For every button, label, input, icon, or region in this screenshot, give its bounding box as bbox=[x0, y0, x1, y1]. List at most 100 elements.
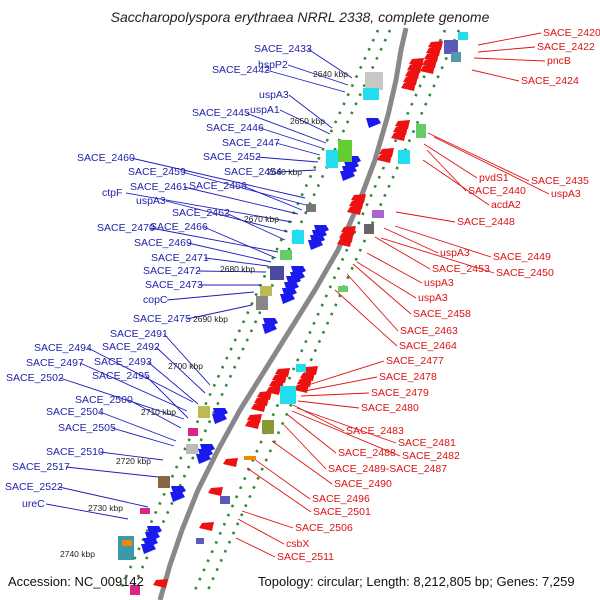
map-title: Saccharopolyspora erythraea NRRL 2338, c… bbox=[110, 9, 490, 25]
kbp-tick-label: 2700 kbp bbox=[168, 361, 203, 371]
reverse-gene-label: SACE_2489-SACE_2487 bbox=[328, 463, 447, 475]
forward-leader-line bbox=[45, 503, 129, 520]
reverse-gene-arrow bbox=[153, 579, 168, 588]
gene-box bbox=[196, 538, 204, 544]
gene-labels: SACE_2433hspP2SACE_2442uspA3uspA1SACE_24… bbox=[5, 27, 600, 563]
reverse-gene-label: acdA2 bbox=[491, 199, 521, 211]
forward-gene-arrow bbox=[171, 486, 186, 496]
forward-leader-line bbox=[87, 347, 194, 403]
reverse-leader-line bbox=[477, 32, 542, 46]
reverse-leader-line bbox=[374, 236, 431, 270]
reverse-leader-line bbox=[395, 211, 456, 223]
gene-box bbox=[451, 52, 461, 62]
genome-backbone bbox=[157, 27, 409, 600]
forward-leader-line bbox=[147, 361, 199, 405]
forward-gene-label: SACE_2447 bbox=[222, 137, 280, 149]
forward-gene-label: SACE_2442 bbox=[212, 64, 270, 76]
reverse-leader-line bbox=[271, 440, 333, 485]
reverse-gene-arrow bbox=[347, 206, 362, 215]
forward-gene-arrow bbox=[286, 276, 301, 286]
forward-gene-label: SACE_2491 bbox=[110, 328, 168, 340]
reverse-gene-label: SACE_2449 bbox=[493, 251, 551, 263]
gene-box bbox=[365, 72, 383, 90]
forward-gene-label: SACE_2456 bbox=[189, 180, 247, 192]
gene-box bbox=[270, 266, 284, 280]
forward-leader-line bbox=[150, 227, 279, 253]
reverse-leader-line bbox=[356, 261, 417, 299]
forward-gene-arrow bbox=[196, 454, 211, 464]
reverse-gene-label: uspA3 bbox=[440, 247, 470, 259]
reverse-leader-line bbox=[287, 414, 337, 454]
forward-leader-line bbox=[181, 171, 307, 206]
forward-gene-label: SACE_2462 bbox=[172, 207, 230, 219]
gene-box bbox=[372, 210, 384, 218]
forward-gene-label: SACE_2466 bbox=[150, 221, 208, 233]
reverse-leader-line bbox=[300, 392, 370, 397]
gene-box bbox=[280, 386, 296, 404]
forward-gene-label: ureC bbox=[22, 498, 45, 510]
forward-gene-arrow bbox=[147, 526, 162, 536]
reverse-leader-line bbox=[291, 410, 401, 457]
forward-gene-label: SACE_2472 bbox=[143, 265, 201, 277]
reverse-gene-arrow bbox=[251, 403, 266, 412]
gene-box bbox=[280, 250, 292, 260]
forward-gene-label: SACE_2510 bbox=[46, 446, 104, 458]
reverse-gene-label: SACE_2422 bbox=[537, 41, 595, 53]
accession-text: Accession: NC_009142 bbox=[8, 574, 144, 589]
forward-gene-arrow bbox=[342, 166, 357, 176]
reverse-gene-label: SACE_2477 bbox=[386, 355, 444, 367]
reverse-gene-label: SACE_2463 bbox=[400, 325, 458, 337]
forward-gene-arrow bbox=[340, 171, 355, 181]
forward-leader-line bbox=[145, 375, 189, 419]
gene-box bbox=[364, 224, 374, 234]
forward-gene-label: SACE_2522 bbox=[5, 481, 63, 493]
forward-gene-label: SACE_2494 bbox=[34, 342, 92, 354]
forward-leader-line bbox=[277, 169, 317, 173]
forward-gene-label: SACE_2471 bbox=[151, 252, 209, 264]
reverse-leader-line bbox=[249, 455, 311, 500]
forward-gene-label: SACE_2502 bbox=[6, 372, 64, 384]
forward-leader-line bbox=[242, 185, 303, 211]
forward-leader-line bbox=[225, 212, 286, 241]
reverse-leader-line bbox=[423, 143, 478, 179]
reverse-gene-label: SACE_2458 bbox=[413, 308, 471, 320]
forward-gene-arrow bbox=[308, 240, 323, 250]
forward-gene-label: uspA3 bbox=[259, 89, 289, 101]
forward-leader-line bbox=[163, 333, 211, 386]
forward-gene-arrow bbox=[344, 161, 359, 171]
gene-box bbox=[458, 32, 468, 40]
forward-leader-line bbox=[265, 69, 346, 93]
forward-leader-line bbox=[128, 399, 182, 429]
reverse-leader-line bbox=[246, 467, 312, 513]
dotted-track-3 bbox=[206, 29, 461, 591]
reverse-leader-line bbox=[297, 400, 360, 409]
forward-leader-line bbox=[79, 362, 188, 412]
reverse-leader-line bbox=[304, 376, 378, 392]
reverse-leader-line bbox=[422, 159, 490, 206]
forward-gene-arrow bbox=[145, 532, 160, 542]
reverse-leader-line bbox=[380, 237, 495, 274]
reverse-gene-label: SACE_2506 bbox=[295, 522, 353, 534]
gene-box bbox=[130, 585, 140, 595]
reverse-gene-label: SACE_2478 bbox=[379, 371, 437, 383]
forward-gene-label: SACE_2454 bbox=[224, 166, 282, 178]
reverse-leader-line bbox=[237, 518, 285, 545]
forward-gene-arrow bbox=[282, 288, 297, 298]
reverse-leader-line bbox=[307, 360, 385, 386]
gene-box bbox=[416, 124, 426, 138]
reverse-gene-arrow bbox=[391, 132, 406, 141]
forward-leader-line bbox=[99, 411, 177, 442]
reverse-gene-label: SACE_2501 bbox=[313, 506, 371, 518]
forward-gene-label: SACE_2473 bbox=[145, 279, 203, 291]
reverse-leader-line bbox=[433, 136, 550, 195]
reverse-gene-label: SACE_2453 bbox=[432, 263, 490, 275]
kbp-tick-label: 2640 kbp bbox=[313, 69, 348, 79]
gene-box bbox=[198, 406, 210, 418]
forward-leader-line bbox=[287, 64, 349, 86]
reverse-leader-line bbox=[283, 424, 327, 470]
forward-gene-label: SACE_2470 bbox=[97, 222, 155, 234]
reverse-leader-line bbox=[296, 407, 397, 444]
kbp-ticks: 2640 kbp 2650 kbp 2660 kbp 2670 kbp 2680 kbp… bbox=[60, 69, 348, 559]
kbp-tick-label: 2720 kbp bbox=[116, 456, 151, 466]
